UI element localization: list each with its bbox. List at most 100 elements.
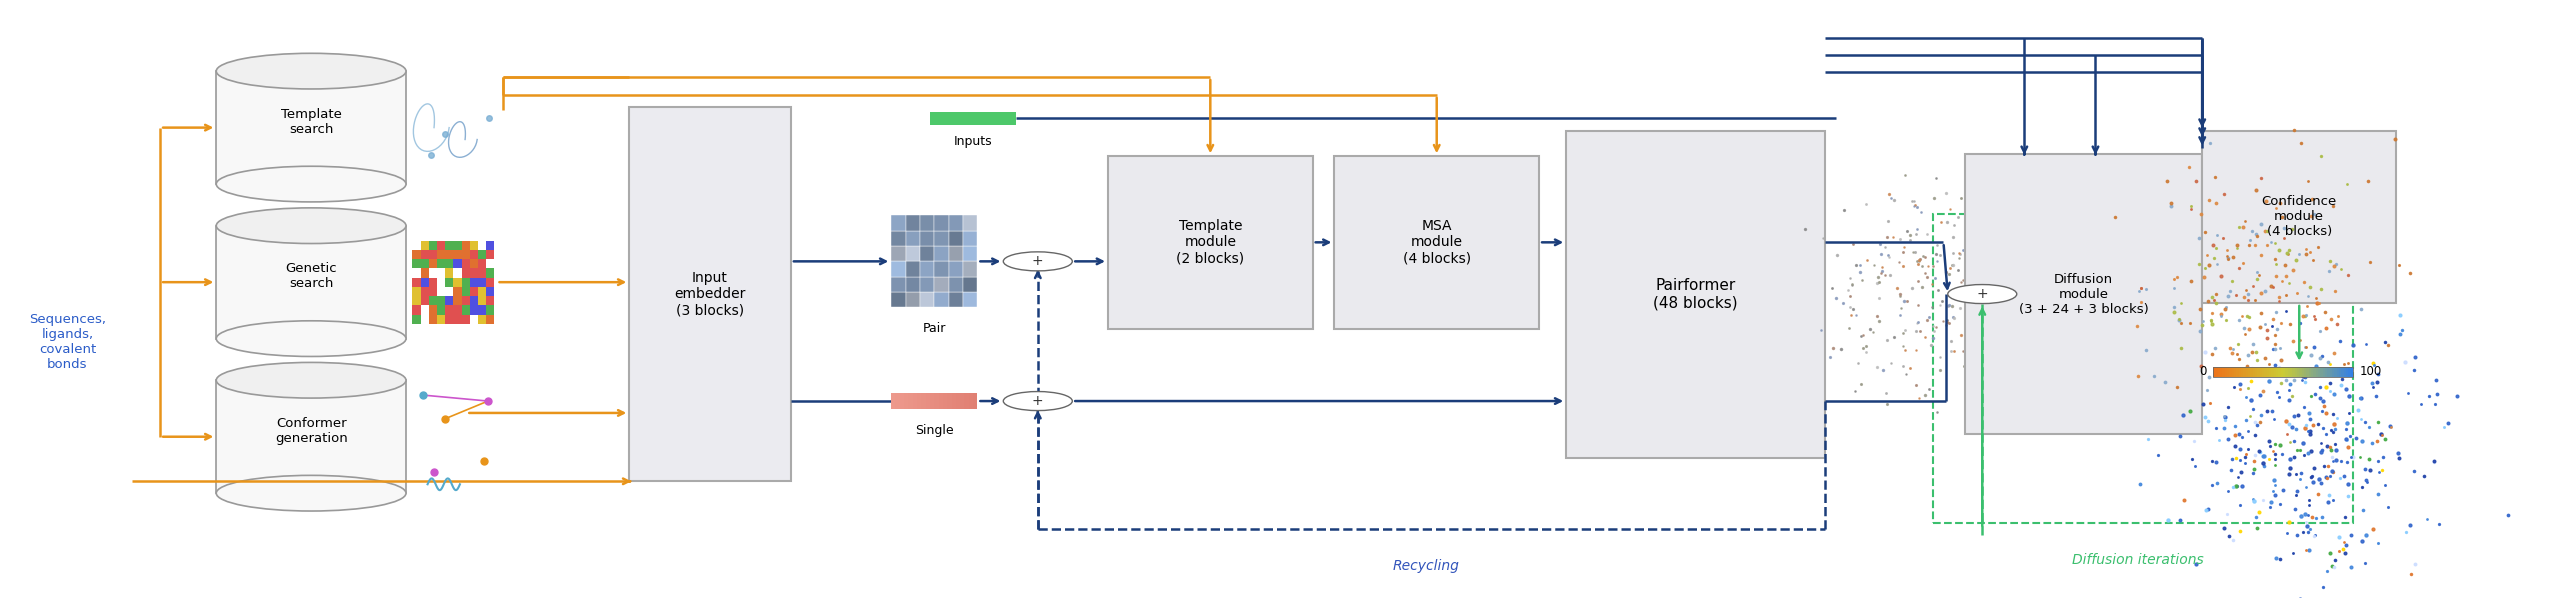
Bar xyxy=(487,268,495,278)
Bar xyxy=(421,305,428,314)
Bar xyxy=(964,292,977,307)
Bar xyxy=(469,278,477,287)
Bar xyxy=(1334,156,1540,329)
Bar xyxy=(487,250,495,259)
Bar xyxy=(926,393,931,409)
Bar xyxy=(949,246,964,262)
Bar xyxy=(446,278,454,287)
Bar xyxy=(421,278,428,287)
Bar xyxy=(446,241,454,250)
Bar xyxy=(462,287,469,296)
Bar xyxy=(477,268,487,278)
Ellipse shape xyxy=(217,321,405,356)
Bar xyxy=(477,278,487,287)
Bar xyxy=(933,277,949,292)
Bar xyxy=(428,259,436,268)
Bar xyxy=(890,230,905,246)
Text: Template
module
(2 blocks): Template module (2 blocks) xyxy=(1176,219,1244,266)
Bar xyxy=(890,246,905,262)
Bar xyxy=(630,107,790,481)
Bar xyxy=(462,296,469,305)
Bar xyxy=(951,393,956,409)
Bar xyxy=(477,296,487,305)
Bar xyxy=(454,287,462,296)
Bar xyxy=(933,215,949,230)
Ellipse shape xyxy=(217,53,405,89)
Bar xyxy=(462,241,469,250)
Bar xyxy=(938,393,944,409)
Bar xyxy=(469,305,477,314)
Bar xyxy=(921,393,926,409)
Bar xyxy=(487,314,495,324)
Bar xyxy=(933,230,949,246)
Text: 100: 100 xyxy=(2359,365,2382,379)
Ellipse shape xyxy=(217,362,405,398)
Bar xyxy=(1107,156,1313,329)
Bar xyxy=(217,380,405,493)
Text: Genetic
search: Genetic search xyxy=(286,262,337,290)
Bar xyxy=(487,241,495,250)
Bar xyxy=(413,287,421,296)
Bar xyxy=(436,287,446,296)
Bar xyxy=(469,250,477,259)
Bar xyxy=(890,215,905,230)
Bar xyxy=(428,287,436,296)
Bar xyxy=(921,262,933,277)
Bar xyxy=(428,278,436,287)
Bar xyxy=(413,250,421,259)
Text: Confidence
module
(4 blocks): Confidence module (4 blocks) xyxy=(2262,195,2336,238)
Bar xyxy=(436,305,446,314)
Bar xyxy=(446,305,454,314)
Bar xyxy=(921,215,933,230)
Bar xyxy=(413,296,421,305)
Text: Pairformer
(48 blocks): Pairformer (48 blocks) xyxy=(1652,278,1737,310)
Bar xyxy=(905,292,921,307)
Bar xyxy=(446,259,454,268)
Circle shape xyxy=(1002,252,1074,271)
Bar xyxy=(436,241,446,250)
Bar xyxy=(413,259,421,268)
Ellipse shape xyxy=(217,475,405,511)
Bar xyxy=(217,226,405,338)
Bar xyxy=(454,259,462,268)
Bar xyxy=(436,259,446,268)
Bar xyxy=(469,259,477,268)
Bar xyxy=(964,230,977,246)
Bar xyxy=(428,314,436,324)
Bar xyxy=(933,262,949,277)
Text: Input
embedder
(3 blocks): Input embedder (3 blocks) xyxy=(673,271,745,317)
Bar xyxy=(454,305,462,314)
Text: 0: 0 xyxy=(2198,365,2206,379)
Bar xyxy=(413,268,421,278)
Ellipse shape xyxy=(217,166,405,202)
Bar xyxy=(477,259,487,268)
Bar xyxy=(469,287,477,296)
Bar xyxy=(931,112,1017,125)
Text: Diffusion
module
(3 + 24 + 3 blocks): Diffusion module (3 + 24 + 3 blocks) xyxy=(2020,272,2150,316)
Bar xyxy=(436,314,446,324)
Bar xyxy=(487,278,495,287)
Bar xyxy=(974,393,977,409)
Bar xyxy=(964,215,977,230)
Bar xyxy=(921,246,933,262)
Bar xyxy=(908,393,913,409)
Text: Template
search: Template search xyxy=(280,107,342,136)
Bar xyxy=(446,250,454,259)
Bar xyxy=(413,241,421,250)
Bar xyxy=(905,246,921,262)
Bar xyxy=(933,393,938,409)
Bar xyxy=(454,296,462,305)
Circle shape xyxy=(1948,284,2017,304)
Bar xyxy=(436,296,446,305)
Bar xyxy=(462,250,469,259)
Bar xyxy=(462,314,469,324)
Text: Sequences,
ligands,
covalent
bonds: Sequences, ligands, covalent bonds xyxy=(28,313,107,371)
Bar xyxy=(921,230,933,246)
Bar xyxy=(421,250,428,259)
Text: +: + xyxy=(1033,254,1043,268)
Text: Diffusion iterations: Diffusion iterations xyxy=(2071,553,2203,566)
Bar xyxy=(421,268,428,278)
Bar xyxy=(2213,367,2354,377)
Bar xyxy=(421,287,428,296)
Bar xyxy=(890,262,905,277)
